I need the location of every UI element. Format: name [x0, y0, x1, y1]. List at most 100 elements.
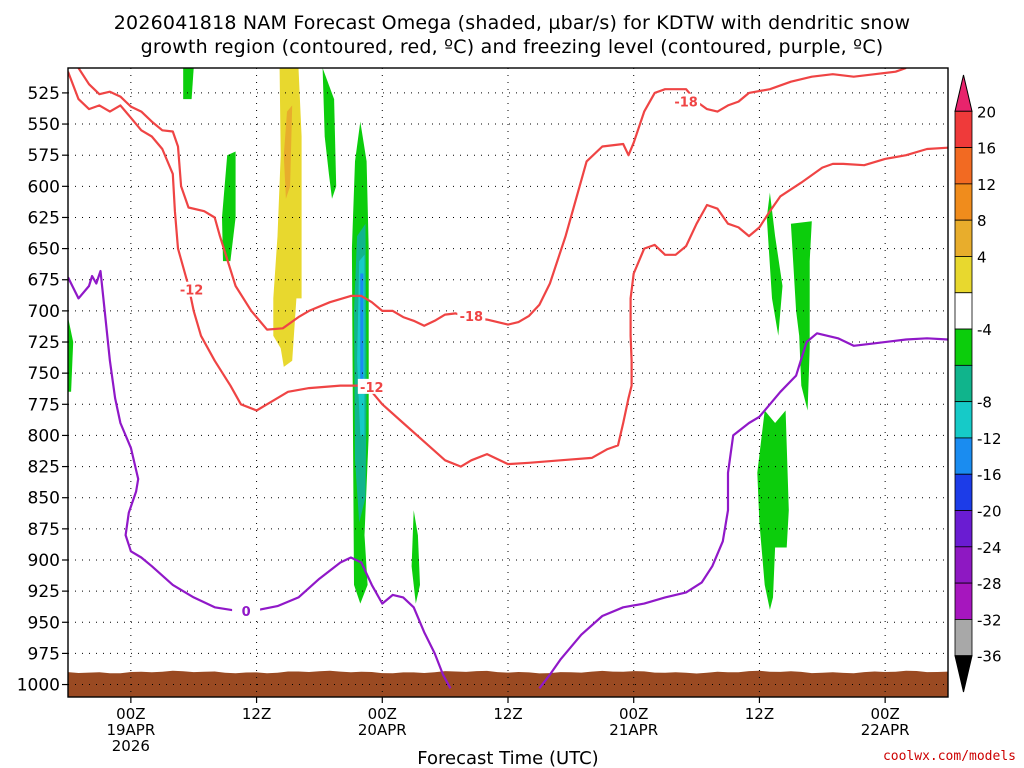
omega-region-3 [283, 105, 293, 199]
y-tick-label-1000: 1000 [17, 676, 60, 696]
omega-region-13 [757, 410, 789, 610]
colorbar-box-15 [954, 619, 973, 657]
colorbar-label-2: 12 [977, 176, 996, 194]
chart-title-line1: 2026041818 NAM Forecast Omega (shaded, µ… [113, 12, 911, 34]
x-tick-label-h18-0: 12Z [242, 705, 271, 723]
plot-frame [67, 67, 949, 698]
contour-label--12: -12 [180, 284, 204, 299]
contour--18 [77, 68, 907, 331]
freezing-level-label: 0 [242, 605, 251, 620]
colorbar-box-4 [954, 219, 973, 257]
colorbar-label-13: -36 [977, 648, 1002, 666]
y-tick-label-575: 575 [28, 146, 60, 166]
y-tick-label-650: 650 [28, 240, 60, 260]
x-tick-label-h6-1: 19APR [106, 721, 155, 739]
plot-area [68, 68, 948, 697]
contour-label--12-bg [177, 281, 206, 297]
colorbar-label-4: 4 [977, 248, 987, 266]
contour-label-12b-bg [357, 378, 386, 394]
colorbar-label-12: -32 [977, 611, 1002, 629]
colorbar-label-10: -24 [977, 539, 1002, 557]
omega-region-4 [322, 68, 337, 199]
y-tick-label-600: 600 [28, 177, 60, 197]
omega-region-1 [222, 151, 236, 262]
y-tick-label-700: 700 [28, 302, 60, 322]
colorbar-box-3 [954, 183, 973, 221]
colorbar-box-7 [954, 328, 973, 366]
chart-title-line2: growth region (contoured, red, ºC) and f… [140, 36, 884, 58]
y-tick-label-975: 975 [28, 644, 60, 664]
contour-label-12b: -12 [360, 381, 384, 396]
colorbar-box-8 [954, 364, 973, 403]
y-tick-label-825: 825 [28, 458, 60, 478]
y-tick-label-550: 550 [28, 115, 60, 135]
freezing-level-contour [68, 269, 452, 689]
y-tick-label-525: 525 [28, 84, 60, 104]
freezing-level-label-bg [232, 603, 261, 619]
y-tick-label-925: 925 [28, 582, 60, 602]
x-tick-label-h6-2: 2026 [112, 737, 150, 755]
x-axis-label: Forecast Time (UTC) [417, 748, 598, 768]
colorbar-arrow-bottom [954, 655, 973, 693]
colorbar-label-7: -12 [977, 430, 1002, 448]
omega-region-9 [411, 510, 420, 604]
omega-region-11 [766, 192, 783, 336]
y-tick-label-750: 750 [28, 364, 60, 384]
y-tick-label-775: 775 [28, 395, 60, 415]
omega-region-12 [790, 221, 812, 411]
terrain [68, 670, 948, 697]
colorbar-label-8: -16 [977, 466, 1002, 484]
colorbar-box-2 [954, 147, 973, 185]
colorbar: 20 16 12 8 4 -4 -8 -12 -16 -20 -24 -28 -32 -36 [954, 74, 1002, 693]
colorbar-box-12 [954, 510, 973, 548]
x-tick-label-h78-0: 00Z [870, 705, 899, 723]
site-credit: coolwx.com/models [882, 749, 1016, 764]
colorbar-label-0: 20 [977, 103, 996, 121]
contour-label-18b: -18 [460, 310, 484, 325]
grid-lines [68, 68, 948, 697]
freezing-level-contour-2 [538, 332, 948, 689]
contour-label--18-bg [672, 93, 701, 109]
omega-region-2 [273, 68, 302, 367]
axes: 525 550 575 600 625 650 675 700 725 750 775 800 825 8… [17, 67, 949, 755]
omega-region-10 [68, 317, 74, 392]
colorbar-label-1: 16 [977, 140, 996, 158]
colorbar-box-13 [954, 546, 973, 584]
omega-region-8 [360, 273, 364, 386]
x-tick-label-h30-1: 20APR [358, 721, 407, 739]
contour-lines: -12 -18 -18 -12 0 [68, 68, 948, 689]
x-tick-label-h66-0: 12Z [745, 705, 774, 723]
x-tick-label-h54-0: 00Z [619, 705, 648, 723]
x-tick-label-h42-0: 12Z [493, 705, 522, 723]
contour-label-18b-bg [457, 307, 486, 323]
colorbar-box-9 [954, 401, 973, 439]
colorbar-box-5 [954, 256, 973, 294]
colorbar-label-11: -28 [977, 575, 1002, 593]
colorbar-box-14 [954, 582, 973, 620]
y-tick-label-800: 800 [28, 426, 60, 446]
colorbar-box-11 [954, 473, 973, 511]
colorbar-label-6: -8 [977, 394, 992, 412]
contour-label--18: -18 [674, 96, 698, 111]
x-tick-label-h30-0: 00Z [368, 705, 397, 723]
y-tick-label-625: 625 [28, 208, 60, 228]
colorbar-arrow-top [954, 74, 973, 112]
colorbar-box-10 [954, 437, 973, 475]
y-tick-label-675: 675 [28, 271, 60, 291]
y-tick-label-725: 725 [28, 333, 60, 353]
y-tick-label-850: 850 [28, 489, 60, 509]
contour--12 [68, 71, 948, 468]
colorbar-label-9: -20 [977, 503, 1002, 521]
x-tick-label-h6-0: 00Z [116, 705, 145, 723]
colorbar-label-5: -4 [977, 321, 992, 339]
x-tick-label-h78-1: 22APR [861, 721, 910, 739]
omega-region-0 [183, 68, 194, 100]
y-tick-label-875: 875 [28, 520, 60, 540]
y-tick-label-950: 950 [28, 613, 60, 633]
y-tick-label-900: 900 [28, 551, 60, 571]
colorbar-box-1 [954, 110, 973, 148]
colorbar-box-6 [954, 292, 973, 330]
colorbar-label-3: 8 [977, 212, 987, 230]
x-tick-label-h54-1: 21APR [609, 721, 658, 739]
